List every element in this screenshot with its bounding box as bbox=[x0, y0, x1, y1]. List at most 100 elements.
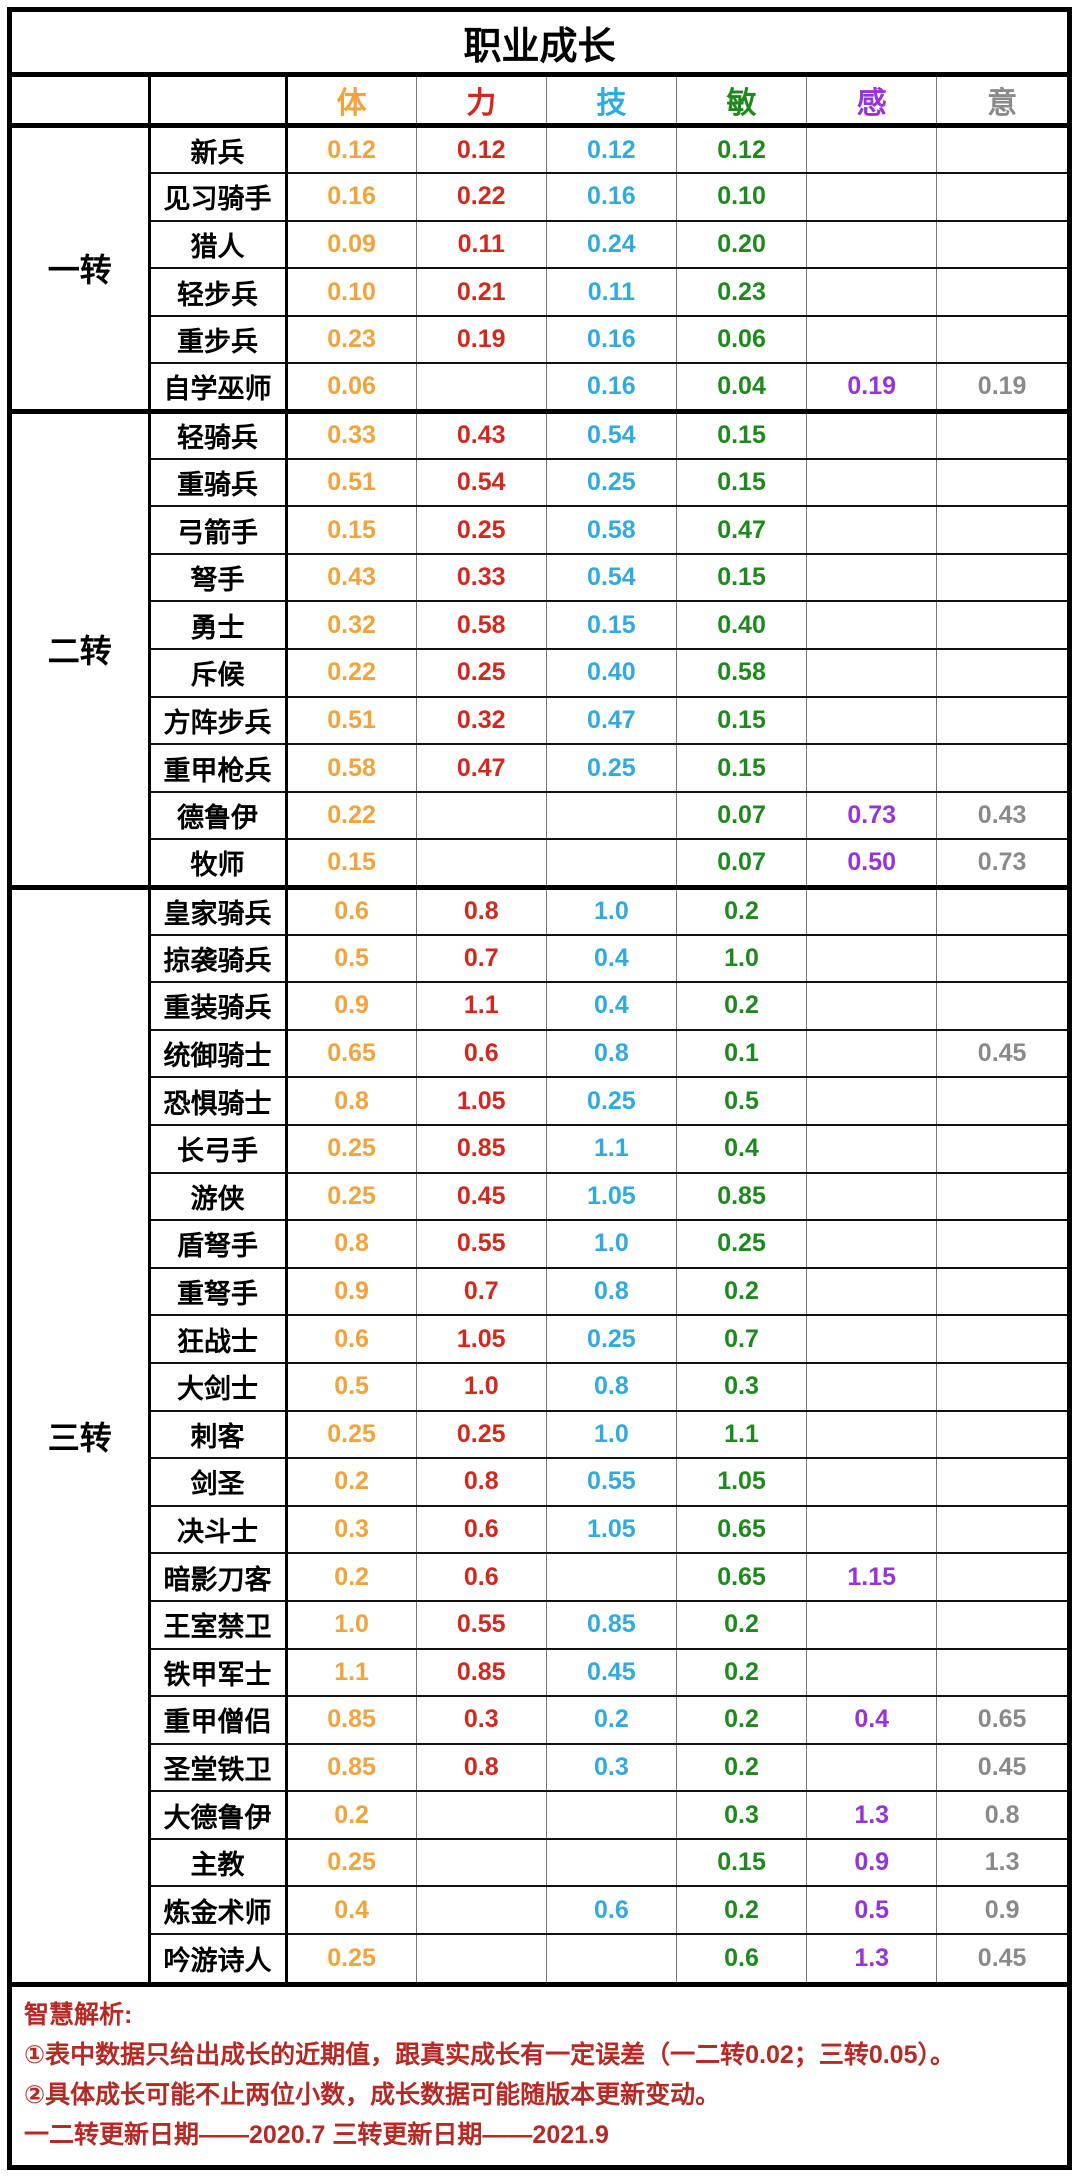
stat-value-vitality: 0.25 bbox=[285, 1837, 417, 1887]
table-row: 游侠 0.25 0.45 1.05 0.85 bbox=[12, 1171, 1067, 1221]
stat-value-strength: 0.33 bbox=[415, 552, 547, 602]
stat-value-perception bbox=[806, 123, 937, 174]
stat-value-agility: 0.2 bbox=[675, 1695, 807, 1744]
stat-value-perception bbox=[806, 743, 937, 792]
table-frame: 职业成长 体力技敏感意 一转 新兵 0.12 0.12 0.12 0.12 见习骑手 0.16… bbox=[7, 7, 1072, 2170]
stat-value-vitality: 0.4 bbox=[285, 1885, 417, 1935]
class-name: 吟游诗人 bbox=[147, 1933, 288, 1982]
stat-value-perception bbox=[806, 1123, 937, 1173]
stat-value-strength bbox=[415, 790, 547, 840]
stat-value-agility: 0.07 bbox=[675, 838, 807, 887]
table-row: 弓箭手 0.15 0.25 0.58 0.47 bbox=[12, 505, 1067, 554]
group-label: 二转 bbox=[12, 408, 151, 887]
group-column-header-empty bbox=[12, 74, 149, 128]
class-name: 掠袭骑兵 bbox=[147, 933, 288, 983]
stat-value-agility: 0.2 bbox=[675, 1599, 807, 1649]
stat-value-strength: 0.85 bbox=[415, 1123, 547, 1173]
class-name: 炼金术师 bbox=[147, 1885, 288, 1935]
stat-value-perception bbox=[806, 1599, 937, 1649]
stat-value-vitality: 0.16 bbox=[285, 172, 417, 221]
stat-value-strength: 0.3 bbox=[415, 1695, 547, 1744]
stat-value-strength: 0.55 bbox=[415, 1219, 547, 1268]
table-row: 剑圣 0.2 0.8 0.55 1.05 bbox=[12, 1457, 1067, 1506]
stat-value-vitality: 0.65 bbox=[285, 1028, 417, 1078]
stat-value-will bbox=[936, 1647, 1067, 1697]
stat-value-agility: 0.65 bbox=[675, 1504, 807, 1554]
stat-value-strength: 1.1 bbox=[415, 981, 547, 1030]
stat-value-technique: 0.4 bbox=[545, 933, 677, 983]
table-row: 方阵步兵 0.51 0.32 0.47 0.15 bbox=[12, 695, 1067, 745]
stat-value-technique: 0.8 bbox=[545, 1266, 677, 1316]
stat-value-strength: 0.45 bbox=[415, 1171, 547, 1221]
stat-value-technique: 0.25 bbox=[545, 457, 677, 507]
stat-value-vitality: 0.22 bbox=[285, 790, 417, 840]
stat-value-perception bbox=[806, 505, 937, 554]
stat-value-perception: 1.3 bbox=[806, 1790, 937, 1839]
stat-value-strength: 0.58 bbox=[415, 600, 547, 650]
stat-value-perception bbox=[806, 600, 937, 650]
class-name: 剑圣 bbox=[147, 1457, 288, 1506]
class-name: 铁甲军士 bbox=[147, 1647, 288, 1697]
stat-value-agility: 0.3 bbox=[675, 1790, 807, 1839]
stat-value-agility: 1.1 bbox=[675, 1409, 807, 1459]
stat-value-vitality: 0.25 bbox=[285, 1409, 417, 1459]
stat-value-vitality: 1.0 bbox=[285, 1599, 417, 1649]
stat-value-strength: 0.19 bbox=[415, 314, 547, 364]
group-label: 三转 bbox=[12, 884, 151, 1982]
stat-value-vitality: 0.85 bbox=[285, 1695, 417, 1744]
stat-value-will bbox=[936, 1219, 1067, 1268]
table-row: 一转 新兵 0.12 0.12 0.12 0.12 bbox=[12, 123, 1067, 412]
class-name: 方阵步兵 bbox=[147, 695, 288, 745]
stat-value-technique: 1.0 bbox=[545, 1219, 677, 1268]
class-name: 轻骑兵 bbox=[147, 408, 288, 459]
stat-value-technique: 0.16 bbox=[545, 172, 677, 221]
stat-value-technique bbox=[545, 838, 677, 887]
stat-value-perception: 1.3 bbox=[806, 1933, 937, 1982]
stat-value-technique: 0.47 bbox=[545, 695, 677, 745]
stat-value-strength bbox=[415, 1837, 547, 1887]
stat-value-vitality: 0.2 bbox=[285, 1457, 417, 1506]
stat-value-technique: 0.45 bbox=[545, 1647, 677, 1697]
stat-value-technique: 0.54 bbox=[545, 408, 677, 459]
stat-value-vitality: 0.10 bbox=[285, 267, 417, 316]
stat-value-strength: 0.8 bbox=[415, 1457, 547, 1506]
stat-value-technique: 0.15 bbox=[545, 600, 677, 650]
class-name: 牧师 bbox=[147, 838, 288, 887]
stat-value-technique: 1.0 bbox=[545, 1409, 677, 1459]
class-name: 德鲁伊 bbox=[147, 790, 288, 840]
stat-value-strength bbox=[415, 1933, 547, 1982]
stat-value-vitality: 0.2 bbox=[285, 1552, 417, 1601]
stat-value-perception bbox=[806, 1504, 937, 1554]
class-name: 重甲枪兵 bbox=[147, 743, 288, 792]
class-name: 大剑士 bbox=[147, 1361, 288, 1411]
table-row: 牧师 0.15 0.07 0.50 0.73 bbox=[12, 838, 1067, 887]
table-row: 重甲僧侣 0.85 0.3 0.2 0.2 0.4 0.65 bbox=[12, 1695, 1067, 1744]
column-header-will: 意 bbox=[936, 74, 1067, 128]
class-name: 新兵 bbox=[147, 123, 288, 174]
stat-value-will bbox=[936, 1171, 1067, 1221]
column-header-agility: 敏 bbox=[675, 74, 807, 128]
stat-value-agility: 0.2 bbox=[675, 1647, 807, 1697]
stat-value-technique bbox=[545, 1837, 677, 1887]
stat-value-technique: 1.1 bbox=[545, 1123, 677, 1173]
stat-value-will: 0.19 bbox=[936, 362, 1067, 412]
stat-value-agility: 0.3 bbox=[675, 1361, 807, 1411]
class-name: 主教 bbox=[147, 1837, 288, 1887]
stat-value-agility: 0.10 bbox=[675, 172, 807, 221]
stat-value-agility: 0.4 bbox=[675, 1123, 807, 1173]
stat-value-perception bbox=[806, 1266, 937, 1316]
class-name: 见习骑手 bbox=[147, 172, 288, 221]
stat-value-technique bbox=[545, 1933, 677, 1982]
stat-value-will: 0.8 bbox=[936, 1790, 1067, 1839]
stat-value-vitality: 0.8 bbox=[285, 1076, 417, 1125]
stat-value-will bbox=[936, 1457, 1067, 1506]
table-row: 吟游诗人 0.25 0.6 1.3 0.45 bbox=[12, 1933, 1067, 1982]
stat-value-agility: 0.1 bbox=[675, 1028, 807, 1078]
stat-value-will bbox=[936, 219, 1067, 269]
class-name: 猎人 bbox=[147, 219, 288, 269]
stat-value-vitality: 0.15 bbox=[285, 505, 417, 554]
stat-value-vitality: 0.5 bbox=[285, 933, 417, 983]
table-row: 铁甲军士 1.1 0.85 0.45 0.2 bbox=[12, 1647, 1067, 1697]
stat-value-vitality: 0.9 bbox=[285, 981, 417, 1030]
stat-value-strength: 0.6 bbox=[415, 1504, 547, 1554]
